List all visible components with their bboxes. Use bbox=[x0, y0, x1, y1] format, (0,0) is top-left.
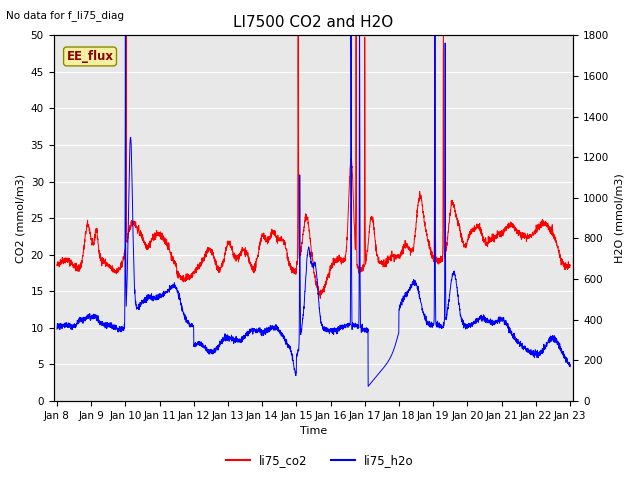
li75_h2o bbox=[364, 384, 372, 389]
li75_h2o bbox=[566, 364, 574, 370]
Y-axis label: CO2 (mmol/m3): CO2 (mmol/m3) bbox=[15, 174, 25, 263]
Text: No data for f_li75_diag: No data for f_li75_diag bbox=[6, 10, 124, 21]
li75_h2o bbox=[501, 319, 509, 325]
li75_h2o bbox=[556, 345, 564, 351]
li75_co2 bbox=[501, 225, 509, 230]
li75_h2o bbox=[272, 327, 280, 333]
li75_h2o bbox=[111, 326, 119, 332]
li75_h2o bbox=[122, 33, 129, 38]
Y-axis label: H2O (mmol/m3): H2O (mmol/m3) bbox=[615, 173, 625, 263]
X-axis label: Time: Time bbox=[300, 426, 327, 436]
Legend: li75_co2, li75_h2o: li75_co2, li75_h2o bbox=[221, 449, 419, 472]
li75_co2 bbox=[556, 253, 564, 259]
li75_co2 bbox=[566, 263, 574, 268]
li75_co2 bbox=[272, 235, 280, 240]
Line: li75_h2o: li75_h2o bbox=[57, 36, 570, 386]
li75_co2 bbox=[53, 262, 61, 268]
li75_co2 bbox=[142, 241, 150, 247]
li75_co2 bbox=[316, 296, 324, 301]
Title: LI7500 CO2 and H2O: LI7500 CO2 and H2O bbox=[234, 15, 394, 30]
li75_co2 bbox=[111, 268, 119, 274]
li75_co2 bbox=[250, 270, 258, 276]
li75_co2 bbox=[122, 33, 130, 38]
li75_h2o bbox=[142, 300, 150, 305]
li75_h2o bbox=[250, 325, 258, 331]
li75_h2o bbox=[53, 326, 61, 332]
Line: li75_co2: li75_co2 bbox=[57, 36, 570, 299]
Text: EE_flux: EE_flux bbox=[67, 50, 113, 63]
